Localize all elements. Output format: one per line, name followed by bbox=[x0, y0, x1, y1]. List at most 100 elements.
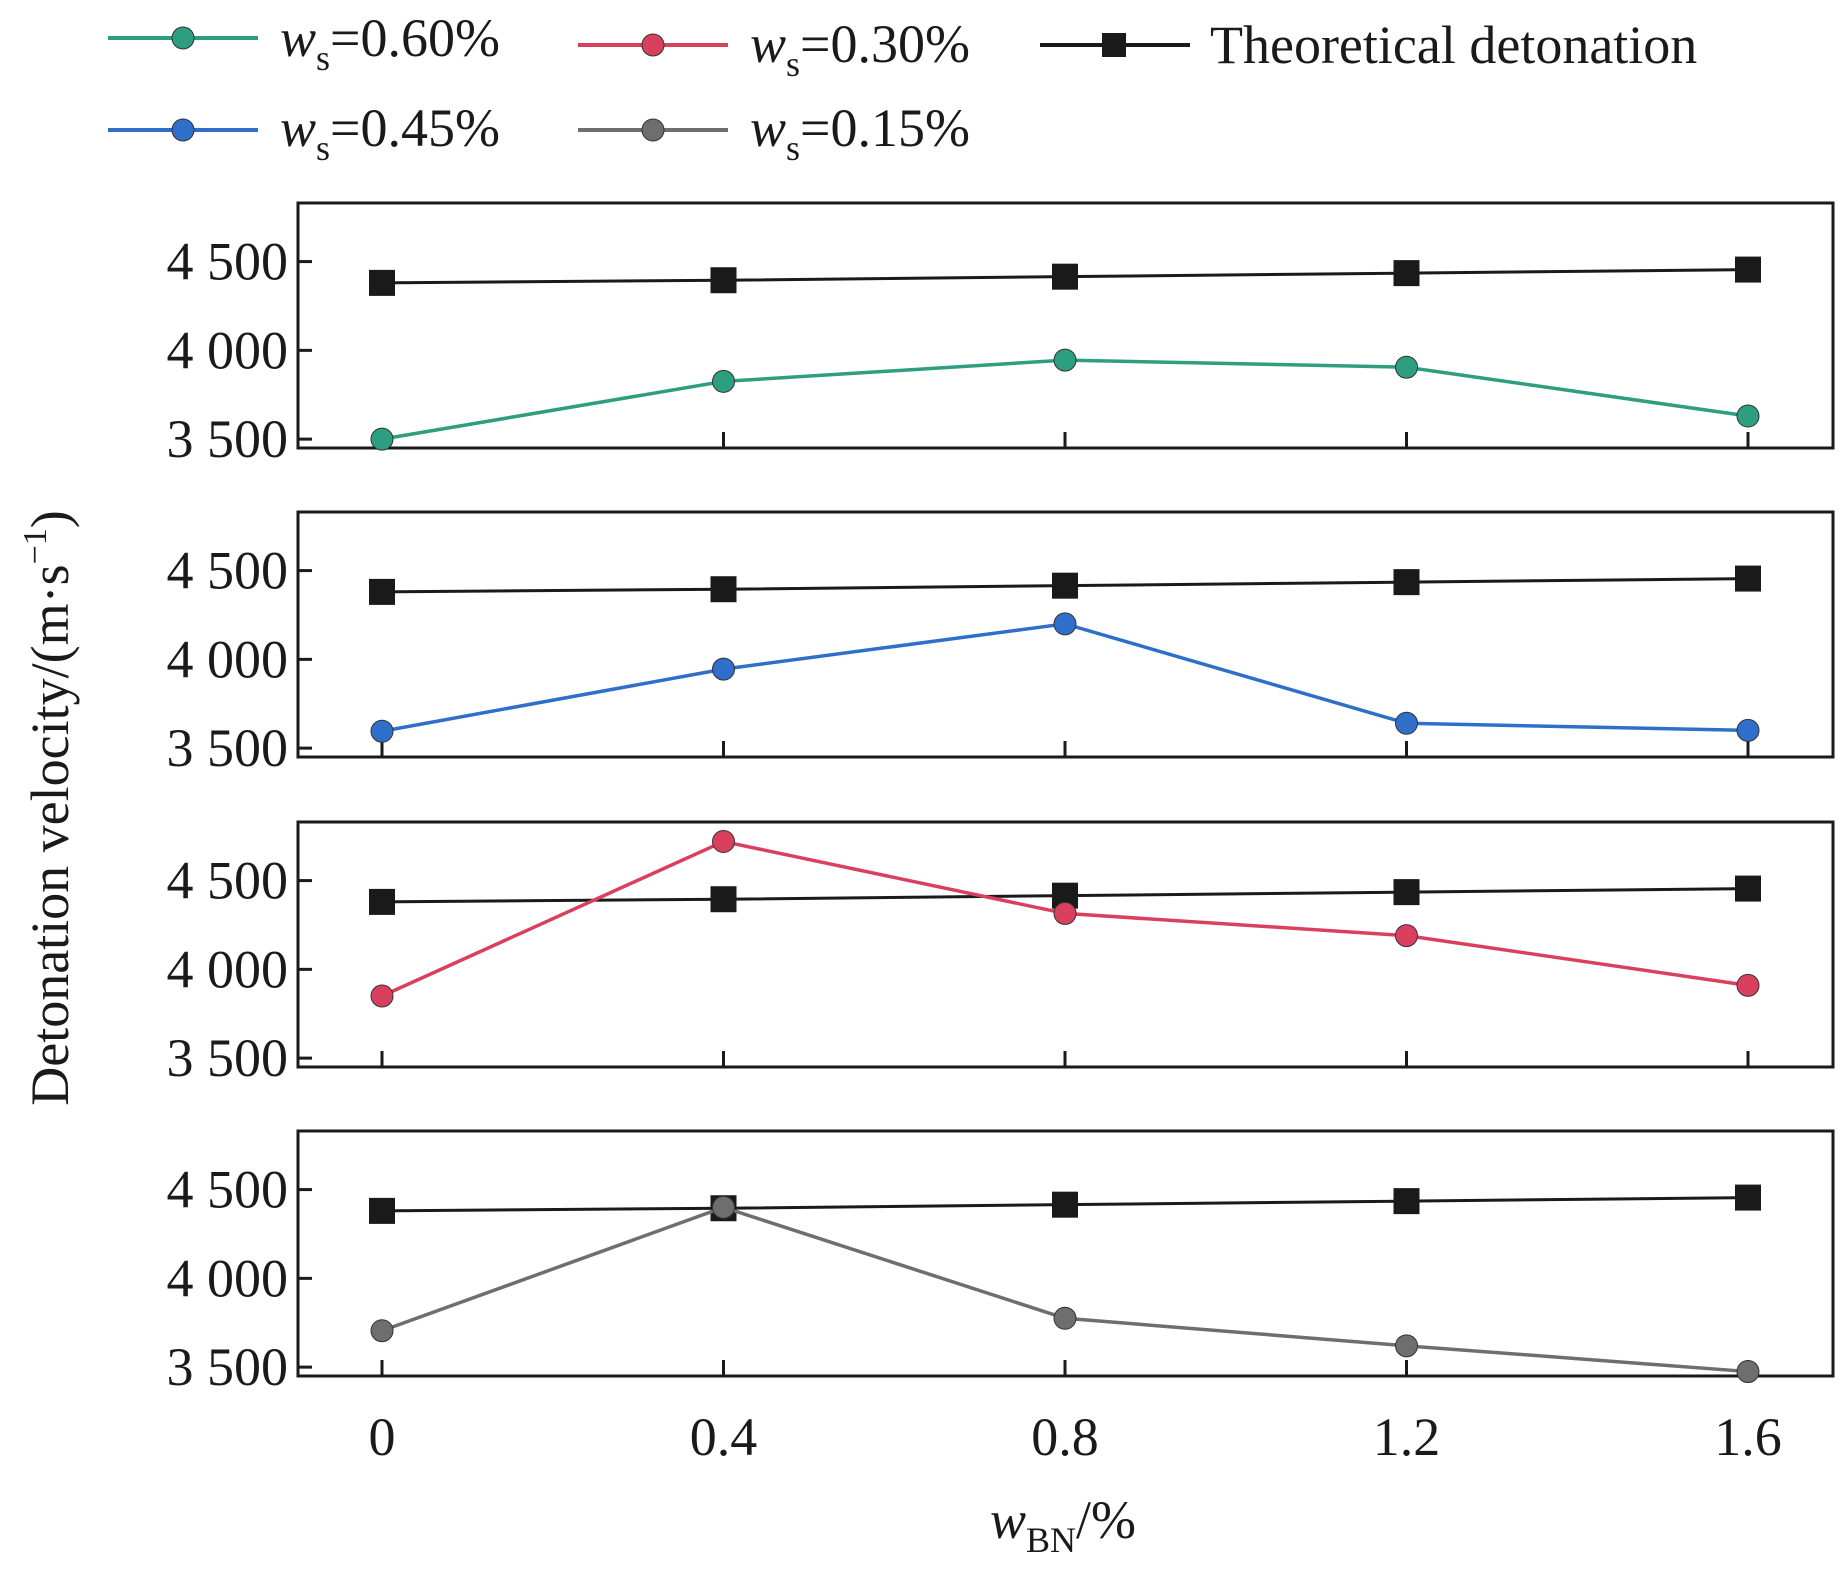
theoretical-point bbox=[1735, 565, 1761, 592]
series-line bbox=[381, 1205, 1749, 1374]
legend-item: Theoretical detonation bbox=[1040, 15, 1697, 75]
panel-frame bbox=[296, 820, 1835, 1069]
theoretical-point bbox=[1052, 263, 1078, 290]
legend-label-value: =0.30% bbox=[800, 14, 970, 74]
legend-label: ws=0.45% bbox=[280, 98, 500, 168]
series-point bbox=[1395, 1334, 1418, 1358]
legend-item: ws=0.60% bbox=[108, 8, 500, 78]
legend-label: Theoretical detonation bbox=[1210, 15, 1697, 75]
legend-marker bbox=[641, 118, 665, 142]
legend-label-value: =0.45% bbox=[330, 98, 500, 158]
y-tick-label: 4 000 bbox=[167, 320, 289, 380]
series-point bbox=[370, 1319, 394, 1343]
series-line bbox=[381, 622, 1749, 733]
theoretical-point bbox=[710, 886, 737, 913]
legend-label-value: =0.60% bbox=[330, 8, 500, 68]
y-tick-label: 4 000 bbox=[167, 629, 289, 689]
theoretical-point bbox=[1735, 875, 1761, 902]
series-point bbox=[1736, 973, 1760, 997]
y-axis-label-exponent: −1 bbox=[17, 528, 54, 564]
x-axis-label-suffix: /% bbox=[1076, 1490, 1136, 1550]
legend-item: ws=0.30% bbox=[578, 14, 970, 84]
series-point bbox=[712, 830, 735, 854]
legend-label-symbol: w bbox=[750, 14, 786, 74]
x-tick-label: 0.4 bbox=[690, 1407, 758, 1467]
legend-label: ws=0.30% bbox=[750, 14, 970, 84]
x-axis-label-subscript: BN bbox=[1026, 1520, 1076, 1560]
series-point bbox=[370, 719, 394, 743]
series-point bbox=[370, 427, 394, 451]
y-axis-label-suffix: ) bbox=[20, 510, 80, 528]
theoretical-point bbox=[1052, 1191, 1078, 1218]
legend-label-symbol: w bbox=[280, 98, 316, 158]
series-point bbox=[1395, 924, 1418, 948]
legend-label: ws=0.60% bbox=[280, 8, 500, 78]
legend-label-subscript: s bbox=[786, 44, 800, 84]
series-point bbox=[1053, 1306, 1077, 1330]
legend-label-symbol: w bbox=[280, 8, 316, 68]
series-point bbox=[1395, 711, 1418, 735]
y-tick-label: 4 500 bbox=[167, 851, 289, 911]
series-point bbox=[1053, 348, 1077, 372]
x-tick-label: 0.8 bbox=[1031, 1407, 1099, 1467]
legend-marker bbox=[1102, 33, 1126, 57]
x-axis-label: wBN/% bbox=[990, 1490, 1136, 1560]
panel-frame bbox=[296, 201, 1835, 450]
legend-marker bbox=[641, 33, 665, 57]
series-point bbox=[1736, 404, 1760, 428]
legend-label-subscript: s bbox=[316, 38, 330, 78]
legend-item: ws=0.15% bbox=[578, 98, 970, 168]
panels: 3 500 4 000 4 500 3 500 4 000 4 500 3 500 4 000… bbox=[167, 201, 1835, 1397]
theoretical-point bbox=[369, 888, 395, 915]
legend-label-subscript: s bbox=[316, 128, 330, 168]
x-axis: 0 0.4 0.8 1.2 1.6 bbox=[369, 1407, 1782, 1467]
theoretical-point bbox=[369, 1197, 395, 1224]
theoretical-point bbox=[1393, 569, 1420, 596]
legend-label-symbol: w bbox=[750, 98, 786, 158]
series-point bbox=[370, 984, 394, 1008]
theoretical-point bbox=[1393, 1188, 1420, 1215]
panel: 3 500 4 000 4 500 bbox=[167, 1129, 1835, 1397]
series-point bbox=[1736, 1360, 1760, 1384]
theoretical-point bbox=[369, 269, 395, 296]
theoretical-point bbox=[710, 576, 737, 603]
x-tick-label: 1.2 bbox=[1373, 1407, 1441, 1467]
series-point bbox=[712, 1195, 735, 1219]
legend-label-subscript: s bbox=[786, 128, 800, 168]
series-point bbox=[1053, 901, 1077, 925]
y-axis-label: Detonation velocity/(m·s−1) bbox=[17, 510, 80, 1106]
legend-marker bbox=[171, 26, 195, 50]
theoretical-point bbox=[1052, 572, 1078, 599]
y-tick-label: 4 500 bbox=[167, 1160, 289, 1220]
series-point bbox=[1736, 718, 1760, 742]
legend-label: ws=0.15% bbox=[750, 98, 970, 168]
y-tick-label: 3 500 bbox=[167, 1337, 289, 1397]
theoretical-point bbox=[710, 267, 737, 294]
y-tick-label: 4 500 bbox=[167, 541, 289, 601]
y-tick-label: 3 500 bbox=[167, 1028, 289, 1088]
legend-marker bbox=[171, 118, 195, 142]
y-axis-label-main: Detonation velocity/(m·s bbox=[20, 564, 80, 1105]
x-tick-label: 1.6 bbox=[1714, 1407, 1782, 1467]
legend-label-value: =0.15% bbox=[800, 98, 970, 158]
y-tick-label: 4 000 bbox=[167, 939, 289, 999]
theoretical-point bbox=[1393, 260, 1420, 287]
series-point bbox=[712, 369, 735, 393]
theoretical-point bbox=[369, 578, 395, 605]
theoretical-point bbox=[1393, 879, 1420, 906]
panel: 3 500 4 000 4 500 bbox=[167, 510, 1835, 778]
theoretical-point bbox=[1735, 256, 1761, 283]
series-point bbox=[1395, 355, 1418, 379]
legend-item: ws=0.45% bbox=[108, 98, 500, 168]
series-line bbox=[381, 358, 1749, 441]
theoretical-point bbox=[1735, 1184, 1761, 1211]
panel: 3 500 4 000 4 500 bbox=[167, 820, 1835, 1088]
series-point bbox=[712, 657, 735, 681]
series-point bbox=[1053, 612, 1077, 636]
y-tick-label: 4 000 bbox=[167, 1248, 289, 1308]
y-tick-label: 3 500 bbox=[167, 718, 289, 778]
panel-frame bbox=[296, 1129, 1835, 1378]
x-axis-label-main: w bbox=[990, 1490, 1026, 1550]
legend: ws=0.60% ws=0.30% Theoretical detonationws… bbox=[108, 8, 1697, 168]
